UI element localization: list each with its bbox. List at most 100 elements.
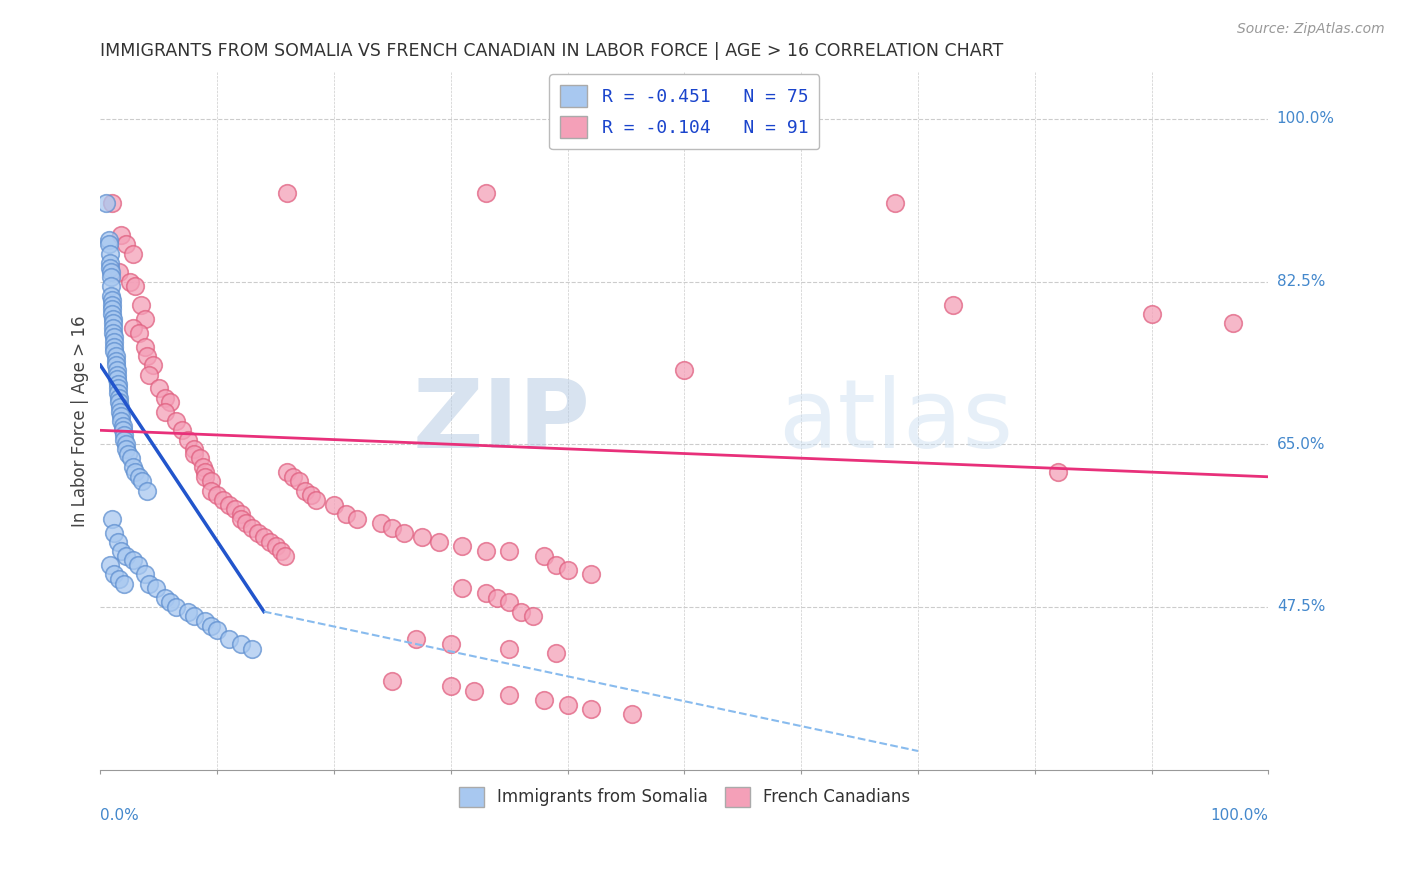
Point <box>205 623 228 637</box>
Point <box>229 637 252 651</box>
Point <box>117 446 139 460</box>
Point <box>673 363 696 377</box>
Point <box>134 340 156 354</box>
Point <box>165 599 187 614</box>
Point <box>108 400 131 414</box>
Point <box>270 544 292 558</box>
Point <box>883 195 905 210</box>
Point <box>165 414 187 428</box>
Point <box>101 298 124 312</box>
Point <box>111 418 134 433</box>
Text: Source: ZipAtlas.com: Source: ZipAtlas.com <box>1237 22 1385 37</box>
Point <box>392 525 415 540</box>
Point <box>205 488 228 502</box>
Point <box>111 423 134 437</box>
Point <box>101 293 124 308</box>
Point <box>127 558 149 573</box>
Point <box>153 405 176 419</box>
Point <box>159 595 181 609</box>
Point <box>128 326 150 340</box>
Point <box>98 246 121 260</box>
Point <box>405 632 427 647</box>
Text: ZIP: ZIP <box>413 375 591 467</box>
Point <box>294 483 316 498</box>
Point <box>579 702 602 716</box>
Point <box>200 483 222 498</box>
Point <box>381 521 404 535</box>
Point <box>346 511 368 525</box>
Point <box>115 437 138 451</box>
Point <box>148 382 170 396</box>
Point <box>104 358 127 372</box>
Point <box>212 493 235 508</box>
Point <box>103 340 125 354</box>
Point <box>98 260 121 275</box>
Point <box>103 317 125 331</box>
Point <box>101 195 124 210</box>
Point <box>240 521 263 535</box>
Point <box>101 302 124 317</box>
Point <box>305 493 328 508</box>
Point <box>100 279 122 293</box>
Point <box>153 591 176 605</box>
Point <box>229 507 252 521</box>
Point <box>107 382 129 396</box>
Point <box>440 679 463 693</box>
Point <box>224 502 246 516</box>
Point <box>498 595 520 609</box>
Point <box>440 637 463 651</box>
Point <box>145 582 167 596</box>
Text: IMMIGRANTS FROM SOMALIA VS FRENCH CANADIAN IN LABOR FORCE | AGE > 16 CORRELATION: IMMIGRANTS FROM SOMALIA VS FRENCH CANADI… <box>100 42 1004 60</box>
Point <box>128 470 150 484</box>
Point <box>411 530 433 544</box>
Point <box>172 423 194 437</box>
Point <box>103 326 125 340</box>
Point <box>522 609 544 624</box>
Point <box>475 586 498 600</box>
Point <box>620 706 643 721</box>
Point <box>194 465 217 479</box>
Point <box>122 246 145 260</box>
Point <box>96 195 118 210</box>
Text: atlas: atlas <box>778 375 1012 467</box>
Point <box>103 311 125 326</box>
Point <box>110 409 132 424</box>
Point <box>142 358 165 372</box>
Point <box>129 298 152 312</box>
Point <box>115 442 138 456</box>
Point <box>451 540 474 554</box>
Point <box>103 567 125 582</box>
Point <box>124 279 146 293</box>
Point <box>229 511 252 525</box>
Point <box>118 275 141 289</box>
Point <box>104 353 127 368</box>
Point <box>103 525 125 540</box>
Point <box>103 330 125 344</box>
Point <box>110 544 132 558</box>
Point <box>134 311 156 326</box>
Point <box>475 544 498 558</box>
Point <box>498 688 520 702</box>
Point <box>276 465 298 479</box>
Point <box>108 405 131 419</box>
Point <box>110 414 132 428</box>
Point <box>134 567 156 582</box>
Point <box>200 618 222 632</box>
Point <box>101 511 124 525</box>
Point <box>509 605 531 619</box>
Text: 82.5%: 82.5% <box>1277 274 1324 289</box>
Point <box>498 641 520 656</box>
Text: 65.0%: 65.0% <box>1277 437 1326 451</box>
Point <box>103 334 125 349</box>
Point <box>183 609 205 624</box>
Point <box>131 475 153 489</box>
Point <box>1047 465 1070 479</box>
Point <box>105 368 128 382</box>
Point <box>177 605 200 619</box>
Point <box>115 549 138 563</box>
Point <box>153 391 176 405</box>
Point <box>120 451 142 466</box>
Point <box>335 507 357 521</box>
Point <box>323 498 346 512</box>
Point <box>122 460 145 475</box>
